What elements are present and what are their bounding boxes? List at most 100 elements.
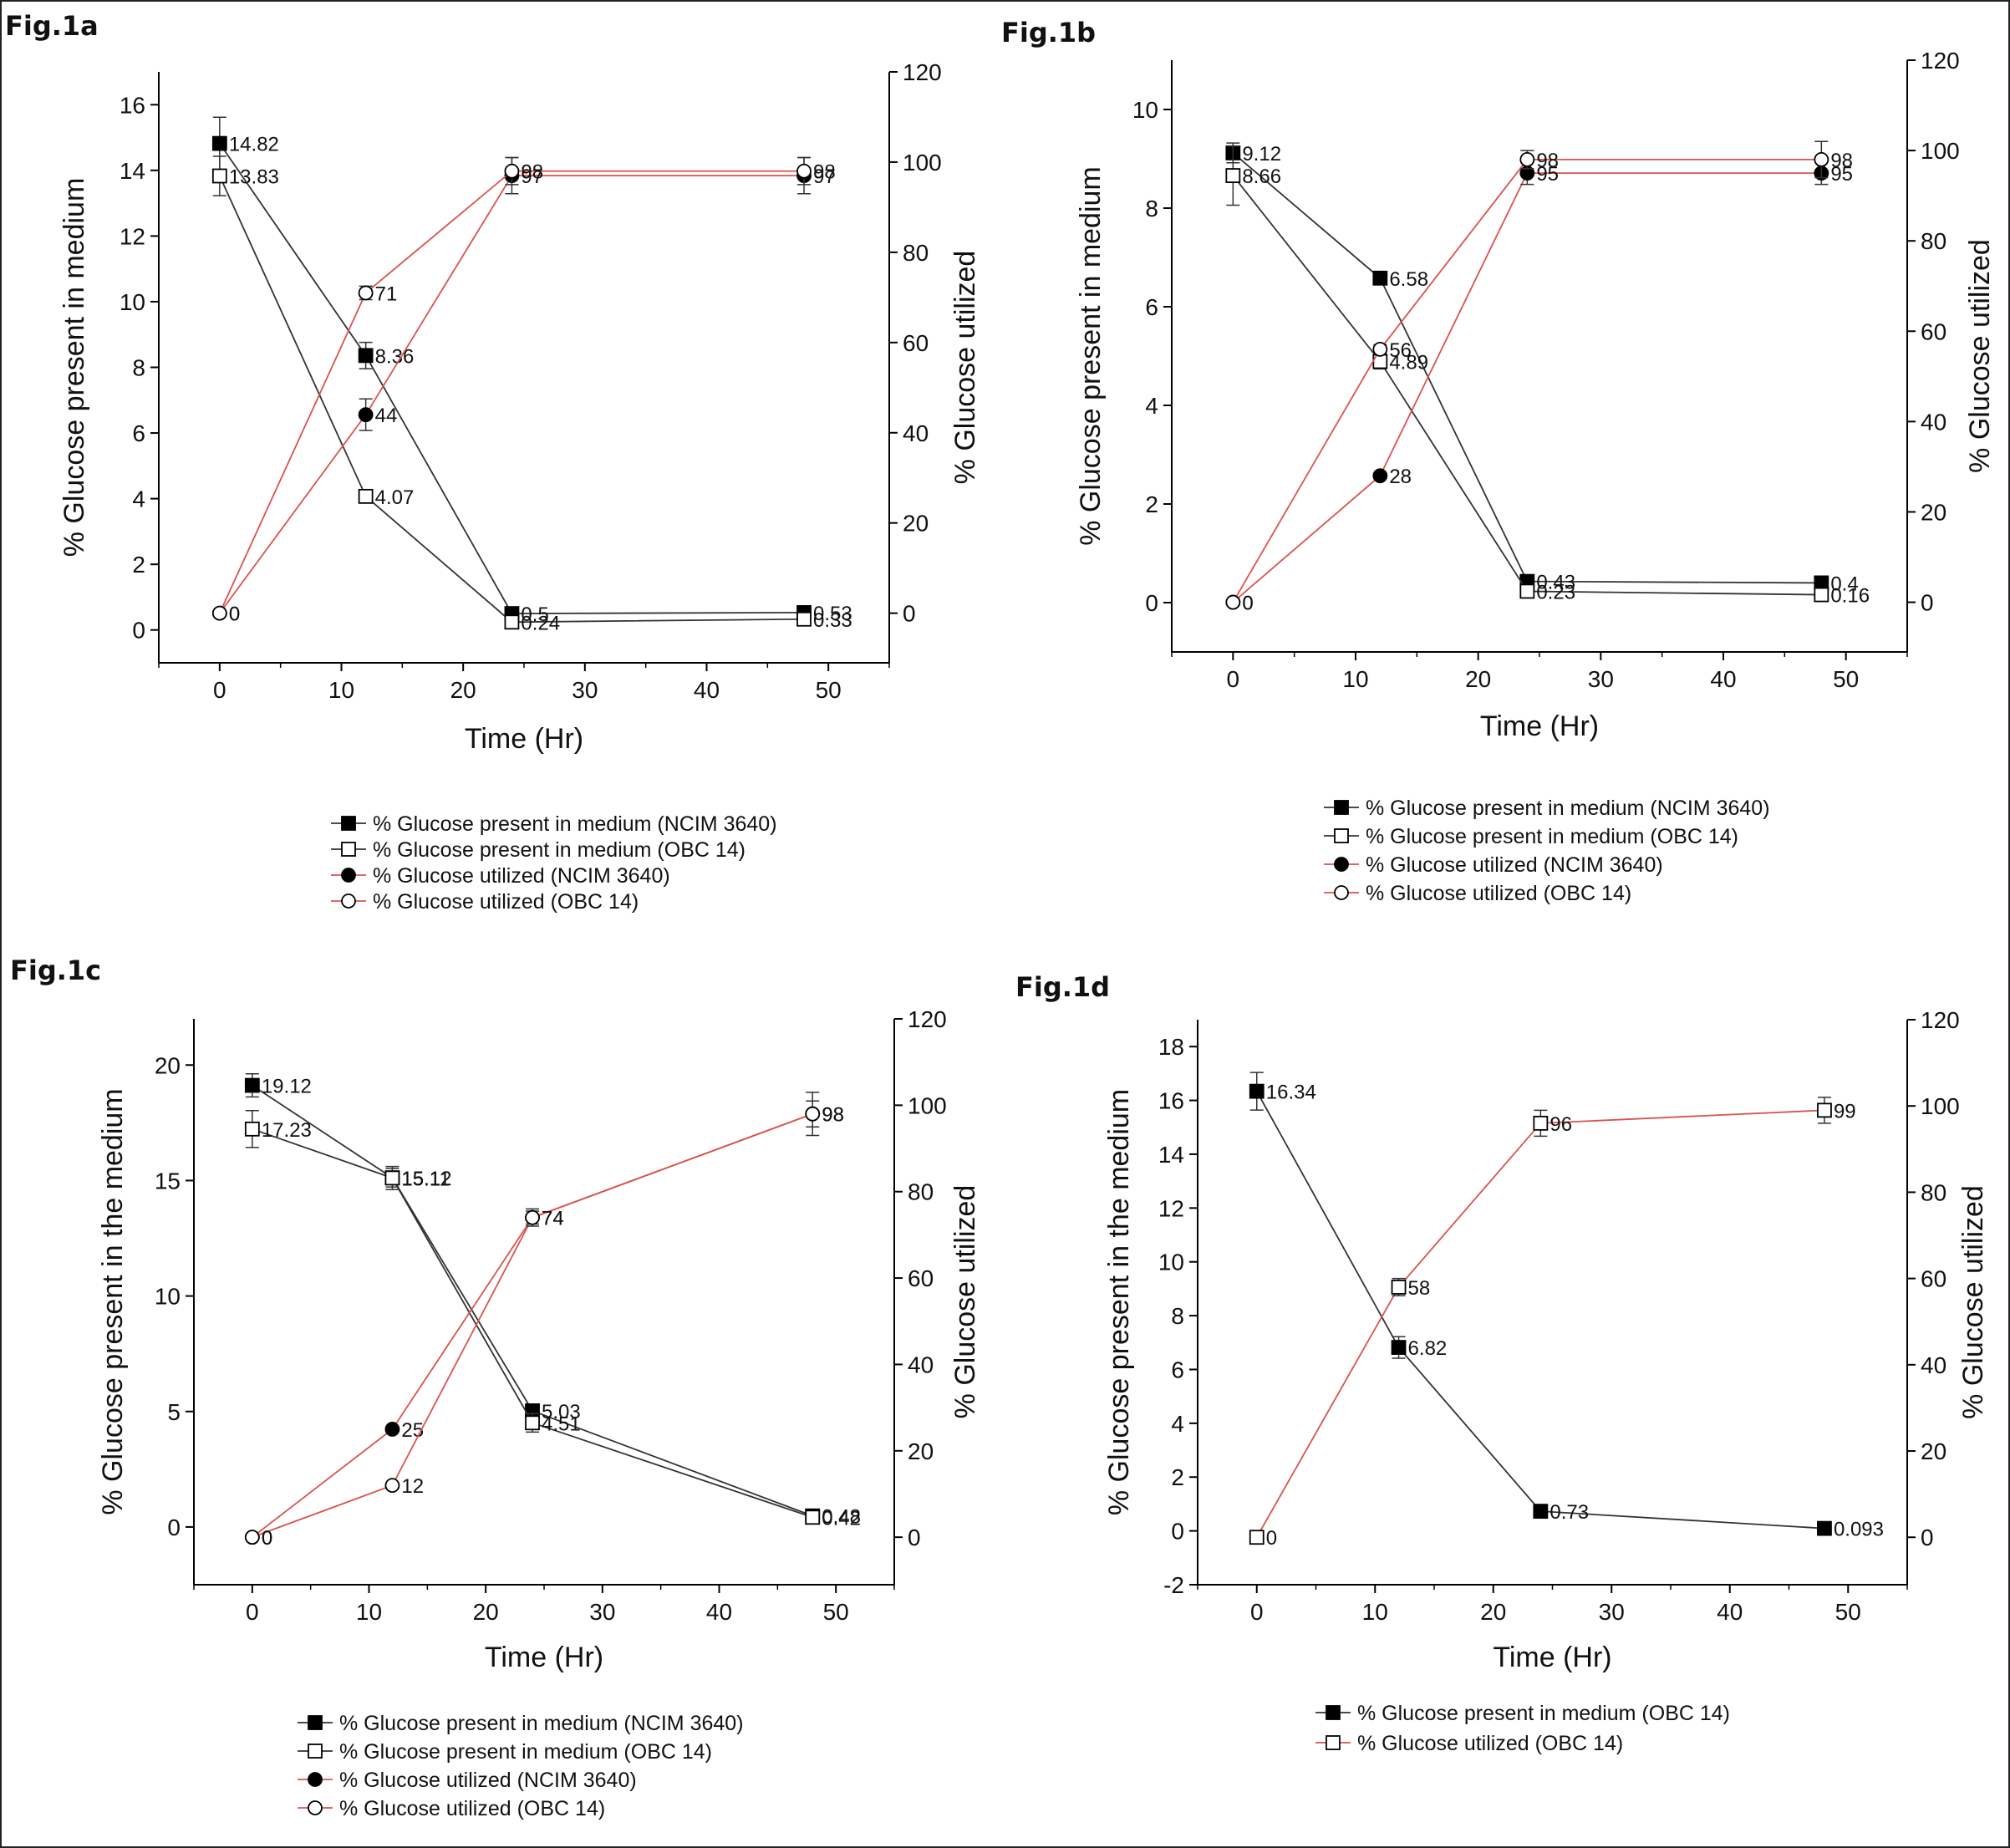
data-label: 0 (229, 603, 240, 626)
x-axis-title: Time (Hr) (465, 723, 583, 755)
series-4: 0 71 98 98 (211, 156, 836, 626)
y2-tick-label: 80 (1921, 228, 1946, 254)
series-line (219, 176, 805, 624)
legend-label: % Glucose present in medium (NCIM 3640) (339, 1712, 744, 1735)
series-1: 14.828.360.5 0.53 (211, 116, 852, 626)
y2-tick-label: 20 (1921, 499, 1946, 525)
y-axis-title: % Glucose present in the medium (97, 1088, 129, 1515)
legend-label: % Glucose present in medium (OBC 14) (1366, 825, 1738, 848)
series-line (1232, 159, 1822, 603)
y-tick-label: 0 (1171, 1519, 1184, 1545)
y-tick-label: 6 (132, 420, 145, 446)
legend-marker (341, 842, 356, 857)
data-point (211, 168, 227, 184)
legend-label: % Glucose present in medium (NCIM 3640) (373, 812, 777, 836)
data-point (1533, 1115, 1549, 1131)
series-line (1232, 152, 1822, 584)
y-axis-title: % Glucose present in the medium (1103, 1089, 1135, 1515)
y2-tick-label: 120 (1921, 1007, 1960, 1033)
data-label: 0 (262, 1527, 272, 1550)
series-3: 0 25 74 98 (244, 1100, 844, 1550)
x-tick-label: 50 (1833, 666, 1859, 692)
x-tick-label: 50 (816, 677, 842, 703)
y2-tick-label: 20 (903, 511, 929, 537)
data-label: 8.36 (375, 345, 415, 368)
series-line (1255, 1109, 1824, 1538)
y-tick-label: 20 (155, 1052, 181, 1078)
y-tick-label: 0 (132, 618, 145, 644)
y2-tick-label: 100 (1921, 138, 1960, 164)
data-label: 0 (1242, 593, 1253, 615)
data-label: 95 (1536, 163, 1559, 186)
data-label: 0.16 (1830, 585, 1870, 608)
data-point (1372, 468, 1388, 484)
fig-label-1b: Fig.1b (1001, 17, 1097, 48)
y-axis-title: % Glucose present in medium (1075, 166, 1107, 546)
series-line (219, 175, 805, 614)
y-tick-label: 10 (155, 1284, 181, 1310)
legend-marker (341, 893, 356, 909)
y-tick-label: 16 (120, 92, 145, 118)
y-tick-label: 16 (1158, 1088, 1184, 1114)
legend-entry: % Glucose present in medium (OBC 14) (298, 1740, 712, 1764)
legend-entry: % Glucose present in medium (OBC 14) (331, 838, 745, 862)
legend-entry: % Glucose utilized (OBC 14) (331, 890, 639, 914)
data-point (796, 611, 812, 627)
data-point (384, 1170, 400, 1186)
y-tick-label: 8 (1171, 1303, 1184, 1329)
series-2: 13.83 4.07 0.24 0.33 (211, 155, 852, 634)
legend-marker (1334, 800, 1349, 815)
y2-tick-label: 100 (1921, 1093, 1960, 1119)
series-1: 19.12 15.12 5.03 0.48 (244, 1073, 861, 1529)
series-line (1255, 1091, 1825, 1530)
y2-tick-label: 80 (1921, 1179, 1946, 1205)
data-label: 6.82 (1408, 1337, 1448, 1360)
data-point (525, 1209, 540, 1225)
y2-axis-title: % Glucose utilized (1964, 239, 1996, 473)
legend-label: % Glucose utilized (OBC 14) (373, 890, 639, 914)
x-tick-label: 30 (1588, 666, 1614, 692)
data-point (1814, 587, 1829, 603)
y2-tick-label: 0 (1921, 1525, 1934, 1550)
y-tick-label: 0 (1145, 590, 1158, 616)
data-label: 98 (1536, 150, 1559, 172)
legend-marker (308, 1715, 323, 1730)
data-label: 12 (401, 1475, 424, 1498)
y2-tick-label: 20 (908, 1438, 934, 1464)
series-4: 0 56 98 98 (1225, 140, 1853, 615)
legend-entry: % Glucose present in medium (OBC 14) (1324, 825, 1738, 848)
y2-tick-label: 40 (1921, 1352, 1946, 1378)
data-label: 6.58 (1389, 268, 1428, 291)
series-line (1232, 172, 1822, 603)
data-label: 44 (375, 405, 398, 427)
y-tick-label: 8 (1145, 196, 1158, 221)
series-line (252, 1084, 813, 1517)
legend-label: % Glucose utilized (NCIM 3640) (373, 864, 670, 888)
x-tick-label: 20 (473, 1599, 499, 1625)
y2-tick-label: 40 (908, 1352, 934, 1377)
legend-marker (1326, 1705, 1341, 1720)
x-axis-title: Time (Hr) (1480, 710, 1599, 742)
series-2: 17.23 15.11 4.51 0.42 (244, 1109, 861, 1530)
data-label: 0.73 (1549, 1501, 1589, 1524)
data-point (1533, 1504, 1549, 1520)
x-tick-label: 20 (450, 677, 476, 703)
y-tick-label: 2 (1171, 1464, 1184, 1490)
data-point (525, 1415, 540, 1431)
y-tick-label: 4 (1171, 1411, 1184, 1437)
data-label: 97 (813, 165, 836, 188)
chart-1: 0 10 20 30 40 50 0 2 4 6 8 10 12 14 16 0 20 40 60 80 100 120 T… (59, 59, 981, 914)
y-tick-label: 6 (1145, 294, 1158, 320)
data-point (504, 614, 520, 630)
legend-marker (308, 1800, 323, 1815)
legend-label: % Glucose utilized (OBC 14) (1366, 882, 1631, 905)
x-tick-label: 10 (328, 677, 354, 703)
legend-marker (341, 868, 356, 883)
legend-marker (308, 1744, 323, 1759)
data-label: 74 (542, 1208, 564, 1230)
data-point (1817, 1102, 1832, 1118)
data-point (244, 1530, 260, 1545)
y-tick-label: 10 (1132, 97, 1158, 123)
